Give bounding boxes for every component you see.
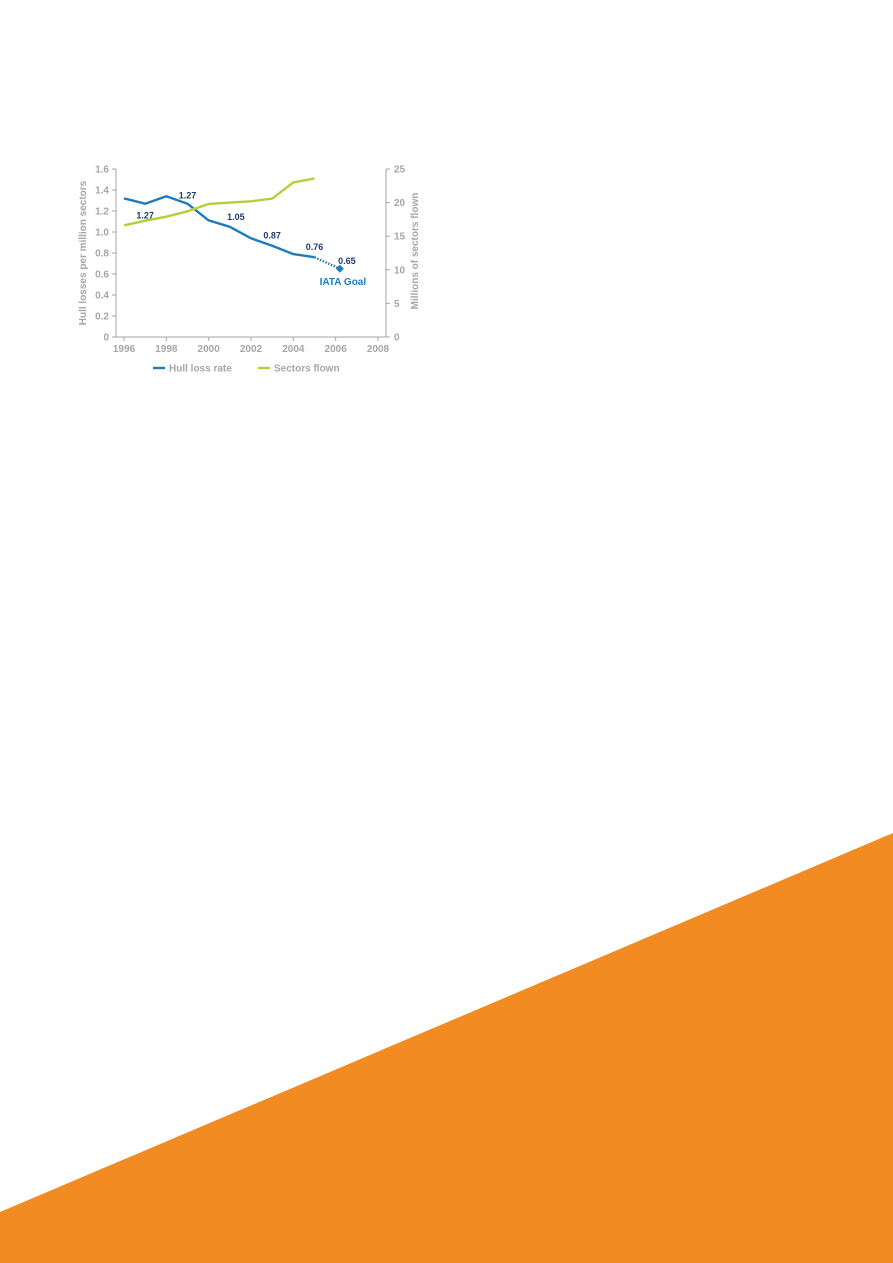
legend-label: Sectors flown bbox=[274, 364, 340, 375]
goal-value-label: 0.65 bbox=[338, 256, 356, 266]
goal-marker bbox=[335, 264, 344, 273]
y2-tick-label: 20 bbox=[394, 198, 406, 209]
y2-tick-label: 25 bbox=[394, 165, 406, 176]
sectors-flown-line bbox=[123, 177, 315, 227]
x-tick-label: 2002 bbox=[240, 344, 263, 355]
y-tick-label: 1.4 bbox=[95, 186, 109, 197]
data-label: 1.27 bbox=[179, 191, 197, 201]
data-label: 1.27 bbox=[136, 211, 154, 221]
data-label: 0.87 bbox=[263, 231, 281, 241]
y-tick-label: 0.6 bbox=[95, 270, 109, 281]
x-tick-label: 2000 bbox=[198, 344, 221, 355]
y2-axis-title: Millions of sectors flown bbox=[410, 193, 421, 310]
orange-triangle bbox=[0, 833, 893, 1263]
y-tick-label: 0 bbox=[103, 333, 109, 344]
x-tick-label: 2006 bbox=[325, 344, 348, 355]
legend-label: Hull loss rate bbox=[169, 364, 232, 375]
x-tick-label: 1996 bbox=[113, 344, 136, 355]
y-tick-label: 1.2 bbox=[95, 207, 109, 218]
y-axis-title: Hull losses per million sectors bbox=[78, 180, 89, 325]
y2-tick-label: 0 bbox=[394, 333, 400, 344]
goal-projection-line bbox=[314, 256, 341, 270]
x-tick-label: 2008 bbox=[367, 344, 390, 355]
y2-tick-label: 5 bbox=[394, 299, 400, 310]
data-label: 0.76 bbox=[306, 242, 324, 252]
hull-loss-chart: 0 0.2 0.4 0.6 0.8 1.0 1.2 1.4 1.6 0 5 10 15 20 25 1996 1… bbox=[78, 165, 421, 375]
y-tick-label: 0.2 bbox=[95, 312, 109, 323]
x-tick-label: 1998 bbox=[155, 344, 178, 355]
y-tick-label: 1.0 bbox=[95, 228, 109, 239]
y2-tick-label: 10 bbox=[394, 265, 406, 276]
data-label: 1.05 bbox=[227, 212, 245, 222]
goal-name-label: IATA Goal bbox=[320, 277, 367, 288]
y-tick-label: 1.6 bbox=[95, 165, 109, 176]
y2-tick-label: 15 bbox=[394, 232, 406, 243]
hull-loss-rate-line bbox=[123, 195, 315, 259]
y-tick-label: 0.4 bbox=[95, 291, 109, 302]
y-tick-label: 0.8 bbox=[95, 249, 109, 260]
x-tick-label: 2004 bbox=[282, 344, 305, 355]
